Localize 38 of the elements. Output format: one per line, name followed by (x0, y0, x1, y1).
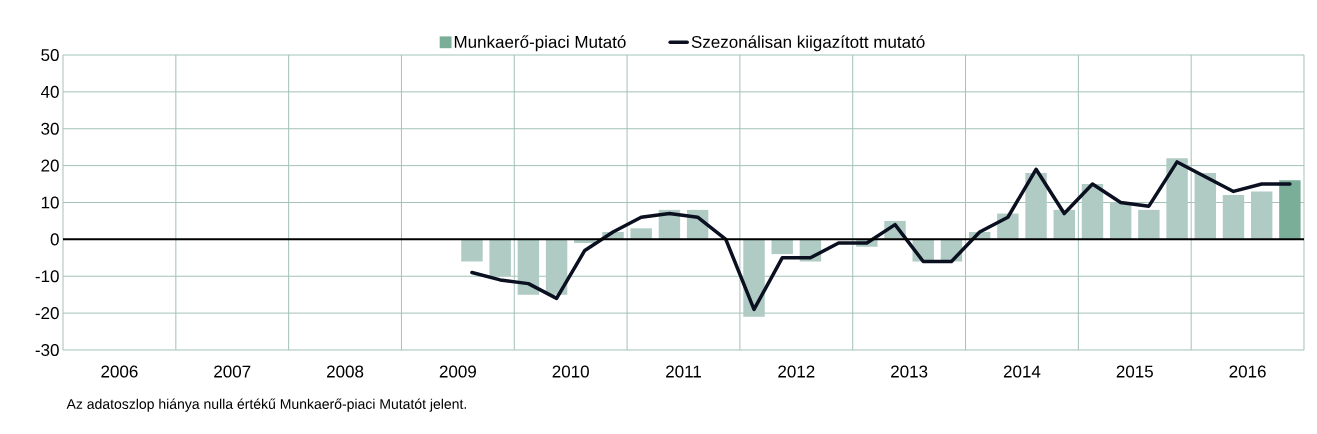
y-tick-label: -20 (35, 307, 59, 320)
x-tick-label: 2012 (778, 365, 815, 378)
y-tick-label: 10 (41, 196, 59, 209)
bar (1025, 172, 1047, 240)
y-tick-label: -10 (35, 270, 59, 283)
x-tick-label: 2008 (327, 365, 364, 378)
bar (1194, 172, 1216, 240)
x-tick-label: 2009 (439, 365, 476, 378)
line-series (470, 160, 1292, 312)
x-tick-label: 2014 (1003, 365, 1041, 378)
bar (461, 239, 483, 262)
bar (1166, 158, 1188, 240)
x-tick-label: 2010 (552, 365, 589, 378)
bar (489, 239, 511, 277)
legend-label: Munkaerő-piaci Mutató (454, 35, 626, 52)
x-tick-label: 2013 (891, 365, 928, 378)
bar (630, 228, 652, 240)
bar (1109, 202, 1132, 240)
y-tick-label: 50 (41, 48, 59, 62)
bar (517, 239, 540, 295)
bar (1138, 209, 1160, 240)
y-tick-label: 20 (41, 159, 59, 172)
text: Az adatoszlop hiánya nulla értékű Munkaerő-piaci Mutatót jelent. (66, 398, 466, 412)
bar (1279, 180, 1301, 240)
y-tick-label: 30 (41, 122, 59, 135)
x-tick-label: 2006 (101, 365, 138, 378)
legend-label: Szezonálisan kiigazított mutató (691, 35, 925, 52)
y-tick-label: 0 (50, 233, 59, 246)
x-tick-label: 2011 (666, 365, 701, 378)
bar (1250, 191, 1273, 240)
x-tick-label: 2007 (214, 365, 251, 378)
bar (1222, 195, 1245, 240)
y-tick-label: -30 (35, 343, 59, 357)
bar (771, 239, 793, 255)
x-tick-label: 2015 (1116, 365, 1153, 378)
x-tick-label: 2016 (1229, 365, 1266, 378)
bar (545, 239, 568, 295)
y-tick-label: 40 (40, 85, 59, 98)
